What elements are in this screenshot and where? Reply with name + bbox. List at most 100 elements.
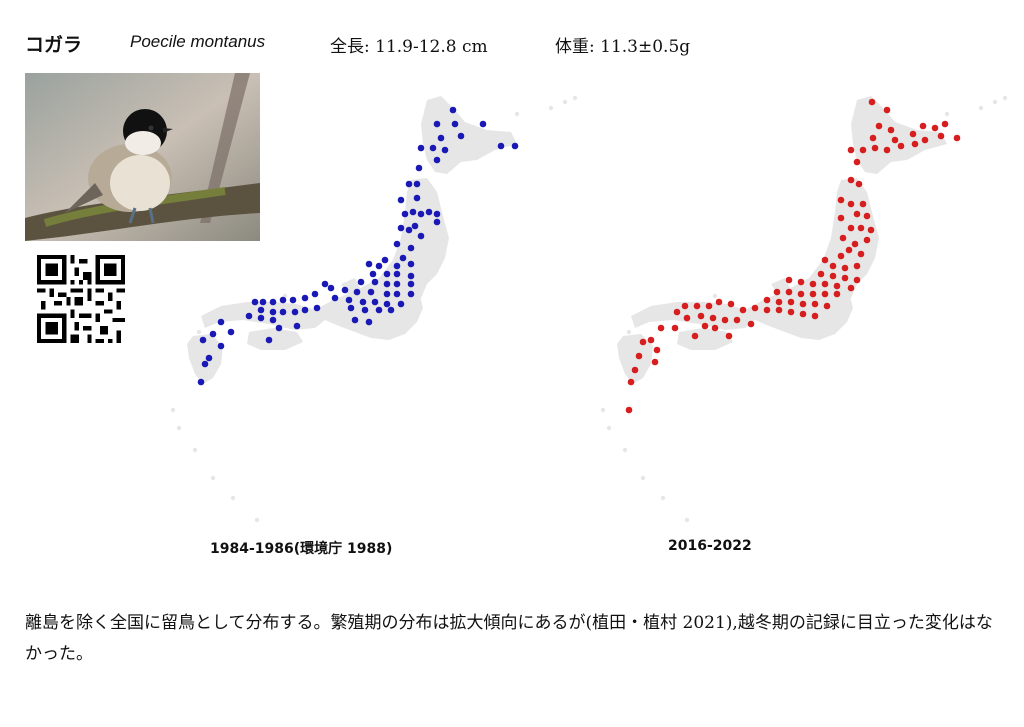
record-dot: [715, 298, 723, 306]
record-dot: [381, 256, 389, 264]
island: [600, 407, 606, 413]
record-dot: [409, 208, 417, 216]
record-dot: [375, 262, 383, 270]
record-dot: [397, 300, 405, 308]
land-region: [247, 328, 303, 350]
record-dot: [407, 260, 415, 268]
record-dot: [417, 144, 425, 152]
record-dot: [673, 308, 681, 316]
island: [254, 517, 260, 523]
distribution-dots: [625, 98, 961, 414]
qr-code[interactable]: [37, 255, 125, 343]
distribution-map-2016-2022: [600, 95, 1008, 523]
record-dot: [941, 120, 949, 128]
island: [192, 447, 198, 453]
record-dot: [809, 290, 817, 298]
record-dot: [811, 300, 819, 308]
record-dot: [867, 226, 875, 234]
record-dot: [823, 302, 831, 310]
record-dot: [209, 330, 217, 338]
island: [992, 99, 998, 105]
record-dot: [627, 378, 635, 386]
record-dot: [639, 338, 647, 346]
record-dot: [251, 298, 259, 306]
record-dot: [821, 256, 829, 264]
land-region: [771, 278, 791, 300]
island: [944, 111, 950, 117]
record-dot: [853, 262, 861, 270]
record-dot: [279, 296, 287, 304]
record-dot: [199, 336, 207, 344]
record-dot: [763, 306, 771, 314]
record-dot: [217, 318, 225, 326]
island: [230, 495, 236, 501]
bird-photo: [25, 73, 260, 241]
record-dot: [919, 122, 927, 130]
record-dot: [441, 146, 449, 154]
body-weight: 体重: 11.3±0.5g: [555, 37, 691, 57]
record-dot: [709, 314, 717, 322]
record-dot: [301, 294, 309, 302]
record-dot: [407, 280, 415, 288]
record-dot: [797, 278, 805, 286]
record-dot: [821, 280, 829, 288]
record-dot: [891, 136, 899, 144]
record-dot: [887, 126, 895, 134]
record-dot: [705, 302, 713, 310]
island: [660, 495, 666, 501]
record-dot: [763, 296, 771, 304]
species-name: コガラ: [25, 34, 83, 56]
record-dot: [647, 336, 655, 344]
record-dot: [411, 222, 419, 230]
record-dot: [897, 142, 905, 150]
record-dot: [833, 290, 841, 298]
island: [210, 475, 216, 481]
record-dot: [367, 288, 375, 296]
land-region: [831, 178, 879, 302]
record-dot: [393, 280, 401, 288]
record-dot: [433, 120, 441, 128]
record-dot: [371, 298, 379, 306]
record-dot: [417, 232, 425, 240]
land-region: [187, 334, 223, 384]
record-dot: [811, 312, 819, 320]
record-dot: [871, 144, 879, 152]
record-dot: [425, 208, 433, 216]
record-dot: [397, 224, 405, 232]
record-dot: [265, 336, 273, 344]
record-dot: [387, 306, 395, 314]
record-dot: [511, 142, 519, 150]
record-dot: [883, 146, 891, 154]
record-dot: [847, 200, 855, 208]
record-dot: [227, 328, 235, 336]
record-dot: [479, 120, 487, 128]
record-dot: [937, 132, 945, 140]
record-dot: [383, 300, 391, 308]
record-dot: [365, 318, 373, 326]
record-dot: [625, 406, 633, 414]
distribution-map-1984-1986: [170, 95, 578, 523]
record-dot: [671, 324, 679, 332]
record-dot: [383, 290, 391, 298]
record-dot: [725, 332, 733, 340]
record-dot: [497, 142, 505, 150]
record-dot: [681, 302, 689, 310]
land-region: [617, 334, 653, 384]
record-dot: [369, 270, 377, 278]
record-dot: [841, 264, 849, 272]
record-dot: [631, 366, 639, 374]
record-dot: [205, 354, 213, 362]
record-dot: [797, 290, 805, 298]
record-dot: [375, 306, 383, 314]
island: [252, 307, 258, 313]
japan-land: [170, 95, 578, 523]
record-dot: [269, 298, 277, 306]
record-dot: [437, 134, 445, 142]
record-dot: [393, 290, 401, 298]
record-dot: [821, 290, 829, 298]
record-dot: [845, 246, 853, 254]
record-dot: [217, 342, 225, 350]
map-caption-right: 2016-2022: [668, 538, 752, 554]
record-dot: [799, 300, 807, 308]
island: [684, 517, 690, 523]
